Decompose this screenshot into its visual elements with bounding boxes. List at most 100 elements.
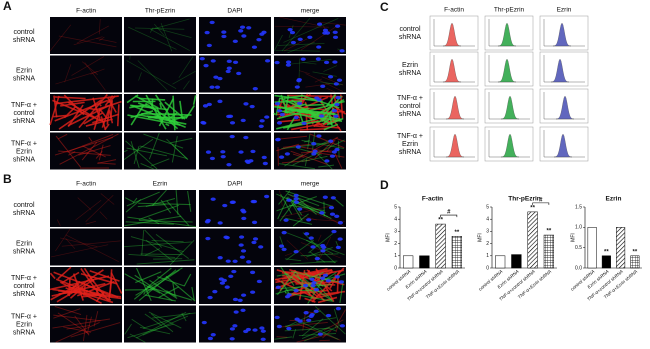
fiber (276, 270, 297, 296)
fiber (301, 139, 344, 150)
y-axis-label: MFI (477, 233, 483, 242)
fiber (138, 72, 142, 81)
bar (616, 227, 626, 269)
fiber (169, 239, 195, 266)
fiber (281, 205, 334, 218)
nucleus (249, 104, 255, 109)
column-header: DAPI (227, 8, 242, 15)
nucleus (200, 120, 206, 125)
nucleus (286, 198, 292, 202)
fiber (280, 266, 295, 286)
row-label: shRNA (399, 34, 422, 41)
nucleus (230, 200, 236, 204)
fiber (148, 132, 160, 160)
nucleus (264, 194, 270, 199)
nucleus (287, 27, 293, 32)
micrograph (50, 305, 122, 343)
nucleus (226, 59, 232, 64)
significance: ** (530, 205, 535, 211)
fiber (100, 193, 115, 205)
nucleus (241, 210, 247, 214)
fiber (312, 132, 316, 150)
bracket (532, 202, 550, 205)
row-label: shRNA (399, 111, 422, 118)
fiber (155, 233, 189, 260)
histogram-peak (497, 22, 517, 47)
histogram-peak (445, 133, 465, 158)
fiber (280, 94, 289, 114)
fiber (336, 277, 339, 294)
fiber (165, 123, 170, 127)
nucleus (297, 37, 303, 41)
nucleus (324, 159, 330, 163)
fiber (77, 197, 92, 211)
nucleus (232, 60, 239, 64)
significance: ** (547, 229, 552, 235)
nucleus (217, 221, 223, 225)
nucleus (293, 193, 299, 198)
fiber (281, 271, 286, 275)
nucleus (313, 287, 320, 292)
fiber (100, 116, 107, 130)
fiber (283, 94, 304, 100)
fiber (302, 232, 336, 264)
nucleus (337, 237, 343, 241)
nucleus (220, 150, 226, 154)
nucleus (338, 280, 344, 284)
bar (511, 254, 522, 269)
y-tick-label: 4 (486, 217, 489, 223)
fiber (314, 78, 323, 83)
y-tick-label: 0 (394, 265, 397, 271)
fiber (97, 159, 117, 164)
fiber (56, 219, 61, 226)
fiber (99, 103, 102, 107)
fiber (306, 246, 333, 258)
fiber (135, 271, 162, 284)
fiber (305, 73, 344, 92)
fiber (130, 141, 140, 169)
fiber (305, 114, 309, 131)
nucleus (335, 95, 341, 100)
nucleus (334, 147, 340, 152)
fiber (123, 138, 154, 160)
row-label: TNF-α + (11, 141, 37, 148)
fiber (133, 285, 151, 300)
nucleus (290, 40, 296, 45)
fiber (137, 204, 166, 208)
fiber (275, 49, 320, 52)
fiber (139, 219, 193, 223)
nucleus (251, 240, 257, 245)
fiber (84, 62, 106, 91)
fiber (140, 163, 154, 170)
micrograph (50, 190, 122, 227)
fiber (292, 213, 309, 227)
y-axis-label: MFI (385, 233, 391, 242)
row-label: shRNA (399, 149, 422, 156)
fiber (274, 25, 329, 28)
fiber (284, 292, 334, 302)
nucleus (312, 149, 318, 154)
nucleus (209, 85, 215, 89)
fiber (124, 323, 132, 335)
fiber (125, 197, 134, 203)
fiber (159, 102, 163, 109)
fiber (124, 273, 161, 294)
nucleus (224, 285, 230, 289)
y-tick-label: 1 (486, 253, 489, 259)
nucleus (205, 150, 212, 154)
fiber (154, 113, 161, 119)
fiber (57, 133, 68, 140)
fiber (300, 25, 338, 51)
fiber (128, 253, 176, 258)
y-tick-label: 0.0 (575, 265, 582, 271)
nucleus (308, 314, 314, 319)
fiber (81, 141, 98, 161)
fiber (326, 117, 344, 126)
fiber (154, 94, 171, 116)
fiber (172, 282, 176, 296)
fiber (328, 327, 337, 332)
fiber (302, 62, 317, 65)
row-label: shRNA (13, 76, 36, 83)
fiber (80, 272, 118, 285)
fiber (126, 191, 160, 207)
